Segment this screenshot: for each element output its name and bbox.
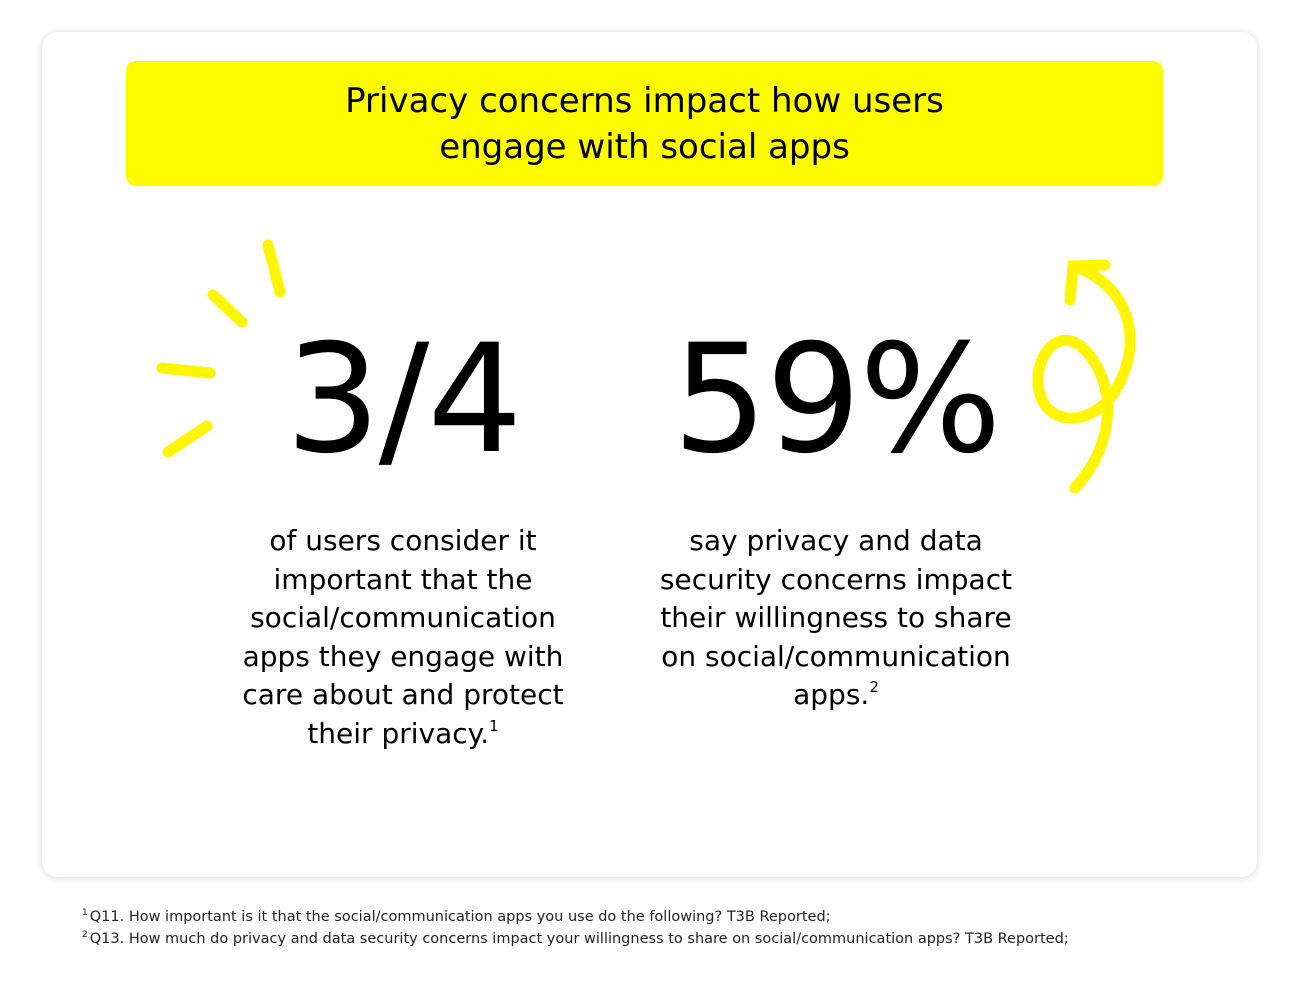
footnote: 2 Q13. How much do privacy and data secur… [82, 930, 1069, 948]
footnote-number: 2 [82, 930, 88, 940]
stat-desc: of users consider it important that the … [242, 524, 564, 750]
stat-text: say privacy and data security concerns i… [656, 522, 1016, 715]
title: Privacy concerns impact how users engage… [345, 80, 944, 167]
stat-value: 59% [672, 313, 1001, 487]
footnote: 1 Q11. How important is it that the socia… [82, 908, 831, 926]
title-banner: Privacy concerns impact how users engage… [126, 61, 1163, 186]
stat-value: 3/4 [285, 313, 522, 487]
note-ref: 2 [869, 678, 879, 696]
stat-text: of users consider it important that the … [228, 522, 578, 753]
footnote-text: Q13. How much do privacy and data securi… [89, 931, 1069, 947]
stat-desc: say privacy and data security concerns i… [659, 524, 1013, 711]
footnote-number: 1 [82, 908, 88, 918]
note-ref: 1 [489, 716, 499, 735]
footnote-text: Q11. How important is it that the social… [89, 909, 831, 925]
